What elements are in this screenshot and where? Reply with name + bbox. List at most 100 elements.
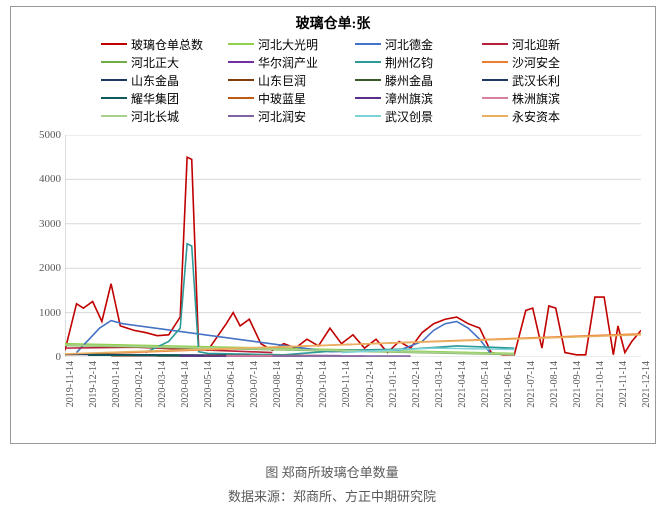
legend-item: 玻璃仓单总数 [101, 36, 228, 53]
legend-item: 武汉创景 [355, 108, 482, 125]
legend-label: 河北长城 [131, 108, 179, 125]
x-tick-label: 2021-02-14 [411, 361, 422, 408]
x-tick-label: 2021-08-14 [549, 361, 560, 408]
legend-swatch [355, 61, 381, 63]
legend-swatch [101, 43, 127, 45]
figure-caption: 图 郑商所玻璃仓单数量 [0, 462, 664, 481]
legend-row: 河北长城 河北润安 武汉创景 永安资本 [101, 107, 611, 125]
x-tick-label: 2020-02-14 [134, 361, 145, 408]
x-tick-label: 2020-06-14 [226, 361, 237, 408]
y-tick-label: 5000 [39, 129, 61, 141]
legend-swatch [101, 115, 127, 117]
x-tick-label: 2021-11-14 [618, 361, 629, 407]
legend-swatch [482, 61, 508, 63]
x-tick-label: 2020-05-14 [203, 361, 214, 408]
x-tick-label: 2021-05-14 [480, 361, 491, 408]
legend-swatch [355, 115, 381, 117]
legend-swatch [482, 97, 508, 99]
y-tick-label: 0 [56, 351, 62, 363]
legend: 玻璃仓单总数河北大光明河北德金河北迎新河北正大华尔润产业荆州亿钧沙河安全山东金晶… [101, 35, 611, 125]
y-tick-label: 4000 [39, 173, 61, 185]
legend-row: 河北正大 华尔润产业 荆州亿钧 沙河安全 [101, 53, 611, 71]
legend-swatch [355, 79, 381, 81]
legend-label: 漳州旗滨 [385, 90, 433, 107]
x-tick-label: 2020-10-14 [318, 361, 329, 408]
x-tick-label: 2021-10-14 [595, 361, 606, 408]
legend-swatch [482, 43, 508, 45]
legend-label: 河北迎新 [512, 36, 560, 53]
y-tick-label: 2000 [39, 262, 61, 274]
legend-swatch [482, 79, 508, 81]
legend-swatch [228, 97, 254, 99]
legend-item: 武汉长利 [482, 72, 609, 89]
x-tick-label: 2020-03-14 [157, 361, 168, 408]
x-tick-label: 2019-12-14 [88, 361, 99, 408]
legend-item: 河北迎新 [482, 36, 609, 53]
legend-item: 河北德金 [355, 36, 482, 53]
y-tick-label: 3000 [39, 218, 61, 230]
legend-swatch [228, 43, 254, 45]
x-tick-label: 2020-11-14 [341, 361, 352, 407]
legend-item: 山东金晶 [101, 72, 228, 89]
legend-item: 滕州金晶 [355, 72, 482, 89]
legend-swatch [228, 115, 254, 117]
x-tick-label: 2021-12-14 [641, 361, 652, 408]
legend-item: 华尔润产业 [228, 54, 355, 71]
legend-item: 耀华集团 [101, 90, 228, 107]
legend-item: 沙河安全 [482, 54, 609, 71]
legend-label: 沙河安全 [512, 54, 560, 71]
x-tick-label: 2021-04-14 [457, 361, 468, 408]
legend-row: 玻璃仓单总数 河北大光明 河北德金 河北迎新 [101, 35, 611, 53]
x-tick-label: 2019-11-14 [65, 361, 76, 407]
legend-item: 荆州亿钧 [355, 54, 482, 71]
x-tick-label: 2020-04-14 [180, 361, 191, 408]
plot-area [65, 135, 641, 357]
legend-item: 山东巨润 [228, 72, 355, 89]
legend-label: 滕州金晶 [385, 72, 433, 89]
legend-label: 武汉创景 [385, 108, 433, 125]
x-tick-label: 2021-01-14 [388, 361, 399, 408]
legend-item: 河北长城 [101, 108, 228, 125]
x-tick-label: 2020-01-14 [111, 361, 122, 408]
legend-item: 株洲旗滨 [482, 90, 609, 107]
legend-label: 玻璃仓单总数 [131, 36, 203, 53]
legend-swatch [101, 79, 127, 81]
legend-item: 中玻蓝星 [228, 90, 355, 107]
x-tick-label: 2021-03-14 [434, 361, 445, 408]
x-tick-label: 2021-07-14 [526, 361, 537, 408]
legend-label: 河北正大 [131, 54, 179, 71]
legend-row: 山东金晶 山东巨润 滕州金晶 武汉长利 [101, 71, 611, 89]
legend-row: 耀华集团 中玻蓝星 漳州旗滨 株洲旗滨 [101, 89, 611, 107]
legend-item: 永安资本 [482, 108, 609, 125]
source-caption: 数据来源：郑商所、方正中期研究院 [0, 486, 664, 505]
x-tick-label: 2020-12-14 [365, 361, 376, 408]
x-tick-label: 2020-07-14 [249, 361, 260, 408]
chart-box: 玻璃仓单:张 玻璃仓单总数 河北大光明 河北德金 河北迎新河北正大 华尔润产业 荆州亿钧 沙… [10, 6, 656, 444]
legend-item: 漳州旗滨 [355, 90, 482, 107]
legend-label: 武汉长利 [512, 72, 560, 89]
x-tick-label: 2020-09-14 [295, 361, 306, 408]
chart-container: 玻璃仓单:张 玻璃仓单总数 河北大光明 河北德金 河北迎新河北正大 华尔润产业 荆州亿钧 沙… [0, 0, 664, 516]
legend-item: 河北润安 [228, 108, 355, 125]
legend-label: 山东巨润 [258, 72, 306, 89]
legend-item: 河北正大 [101, 54, 228, 71]
x-tick-label: 2021-06-14 [503, 361, 514, 408]
legend-swatch [482, 115, 508, 117]
x-tick-label: 2021-09-14 [572, 361, 583, 408]
legend-label: 河北德金 [385, 36, 433, 53]
legend-swatch [228, 79, 254, 81]
legend-swatch [101, 97, 127, 99]
legend-item: 河北大光明 [228, 36, 355, 53]
legend-label: 株洲旗滨 [512, 90, 560, 107]
legend-label: 中玻蓝星 [258, 90, 306, 107]
legend-swatch [355, 97, 381, 99]
legend-label: 耀华集团 [131, 90, 179, 107]
x-tick-label: 2020-08-14 [272, 361, 283, 408]
legend-swatch [228, 61, 254, 63]
legend-label: 华尔润产业 [258, 54, 318, 71]
legend-label: 荆州亿钧 [385, 54, 433, 71]
chart-title: 玻璃仓单:张 [11, 13, 655, 33]
legend-swatch [101, 61, 127, 63]
legend-swatch [355, 43, 381, 45]
legend-label: 河北大光明 [258, 36, 318, 53]
